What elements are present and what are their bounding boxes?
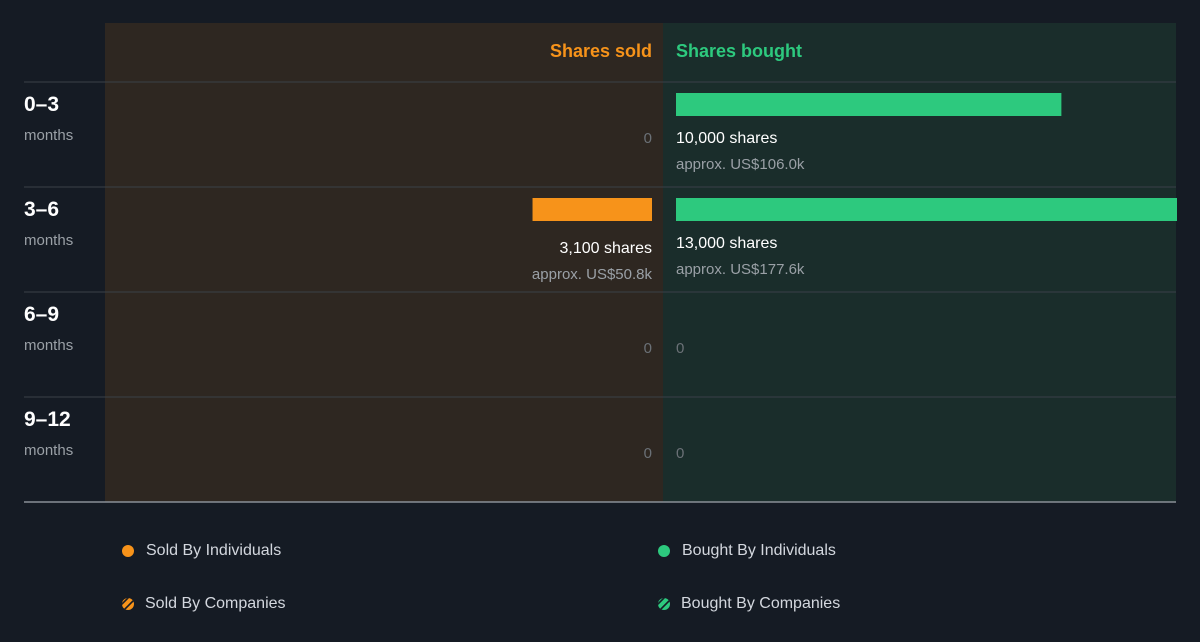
row-unit-label: months bbox=[24, 232, 73, 249]
bought-bar bbox=[676, 93, 1062, 116]
row-period-label: 6–9 bbox=[24, 303, 59, 326]
row-unit-label: months bbox=[24, 337, 73, 354]
sold-bar bbox=[532, 198, 652, 221]
sold-individuals-dot-icon bbox=[122, 545, 134, 557]
header-shares-sold: Shares sold bbox=[550, 41, 652, 61]
bought-bar bbox=[676, 198, 1177, 221]
row-unit-label: months bbox=[24, 127, 73, 144]
legend-item-bought-companies: Bought By Companies bbox=[658, 594, 840, 614]
legend-label: Sold By Companies bbox=[145, 595, 286, 612]
row-period-label: 0–3 bbox=[24, 93, 59, 116]
bought-individuals-dot-icon bbox=[658, 545, 670, 557]
sold-approx-label: approx. US$50.8k bbox=[532, 266, 653, 283]
sold-zero-label: 0 bbox=[644, 445, 652, 462]
row-unit-label: months bbox=[24, 442, 73, 459]
row-period-label: 9–12 bbox=[24, 408, 71, 431]
row-period-label: 3–6 bbox=[24, 198, 59, 221]
legend-item-sold-individuals: Sold By Individuals bbox=[122, 541, 281, 561]
bought-approx-label: approx. US$106.0k bbox=[676, 156, 805, 173]
bought-shares-label: 13,000 shares bbox=[676, 235, 777, 252]
bought-zero-label: 0 bbox=[676, 445, 684, 462]
sold-zero-label: 0 bbox=[644, 130, 652, 147]
legend-label: Sold By Individuals bbox=[146, 542, 282, 559]
sold-companies-hatched-icon bbox=[122, 598, 134, 610]
sold-panel bbox=[105, 23, 663, 502]
bought-approx-label: approx. US$177.6k bbox=[676, 261, 805, 278]
bought-shares-label: 10,000 shares bbox=[676, 130, 777, 147]
header-shares-bought: Shares bought bbox=[676, 41, 802, 61]
legend-item-bought-individuals: Bought By Individuals bbox=[658, 541, 836, 561]
legend-item-sold-companies: Sold By Companies bbox=[122, 594, 286, 614]
bought-companies-hatched-icon bbox=[658, 598, 670, 610]
sold-shares-label: 3,100 shares bbox=[559, 240, 652, 257]
legend-label: Bought By Individuals bbox=[682, 542, 836, 559]
legend-label: Bought By Companies bbox=[681, 595, 841, 612]
bought-zero-label: 0 bbox=[676, 340, 684, 357]
sold-zero-label: 0 bbox=[644, 340, 652, 357]
